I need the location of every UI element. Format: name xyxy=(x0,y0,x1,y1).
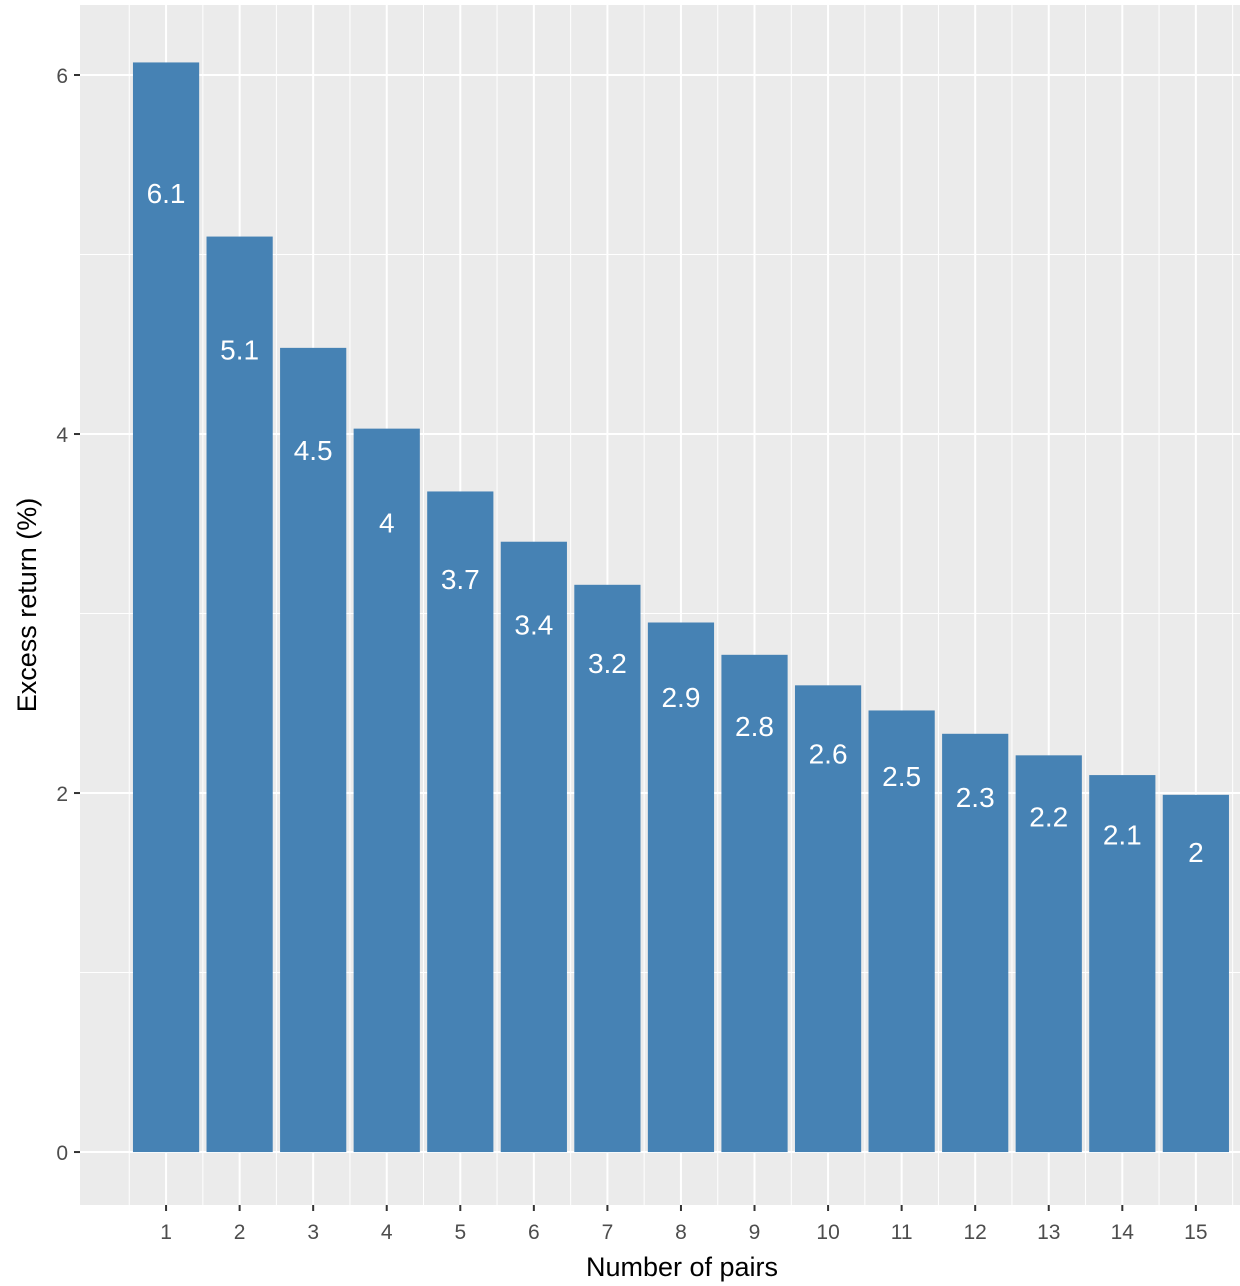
x-tick-label: 14 xyxy=(1111,1221,1135,1244)
bar-2 xyxy=(206,236,273,1153)
bar-10 xyxy=(794,685,862,1153)
data-label-12: 2.3 xyxy=(956,782,995,813)
x-tick-label: 15 xyxy=(1184,1221,1207,1244)
data-label-2: 5.1 xyxy=(220,335,259,366)
y-tick-label: 4 xyxy=(56,424,68,447)
x-tick-label: 5 xyxy=(454,1221,466,1244)
data-label-14: 2.1 xyxy=(1103,819,1142,850)
y-axis-title: Excess return (%) xyxy=(12,498,42,713)
x-tick-label: 7 xyxy=(602,1221,614,1244)
x-axis-title: Number of pairs xyxy=(586,1252,778,1282)
bar-14 xyxy=(1089,775,1156,1153)
bar-12 xyxy=(942,733,1009,1153)
x-tick-label: 11 xyxy=(891,1221,913,1244)
x-tick-label: 9 xyxy=(749,1221,761,1244)
bar-4 xyxy=(353,428,420,1153)
bar-13 xyxy=(1015,755,1082,1153)
data-label-6: 3.4 xyxy=(514,609,553,640)
x-tick-label: 6 xyxy=(528,1221,540,1244)
y-tick-label: 0 xyxy=(56,1142,68,1165)
data-label-4: 4 xyxy=(379,508,395,539)
bars xyxy=(132,62,1229,1153)
y-tick-label: 2 xyxy=(56,783,68,806)
x-tick-label: 12 xyxy=(964,1221,987,1244)
x-tick-label: 3 xyxy=(307,1221,319,1244)
data-label-1: 6.1 xyxy=(147,178,186,209)
bar-8 xyxy=(647,622,715,1153)
x-tick-label: 2 xyxy=(234,1221,246,1244)
x-tick-label: 1 xyxy=(160,1221,172,1244)
x-tick-label: 8 xyxy=(675,1221,687,1244)
data-label-5: 3.7 xyxy=(441,564,480,595)
bar-1 xyxy=(132,62,200,1153)
bar-6 xyxy=(500,541,567,1153)
data-label-3: 4.5 xyxy=(294,435,333,466)
data-label-11: 2.5 xyxy=(882,761,921,792)
data-labels: 6.1 5.1 4.5 4 3.7 3.4 3.2 2.9 2.8 2.6 2.5 2.3 2.2 2.1… xyxy=(147,178,1204,868)
data-label-8: 2.9 xyxy=(661,682,700,713)
data-label-7: 3.2 xyxy=(588,648,627,679)
data-label-13: 2.2 xyxy=(1029,802,1068,833)
data-label-9: 2.8 xyxy=(735,711,774,742)
bar-5 xyxy=(427,491,494,1153)
x-tick-label: 4 xyxy=(381,1221,393,1244)
bar-11 xyxy=(868,710,935,1153)
bar-9 xyxy=(721,654,788,1153)
bar-3 xyxy=(280,347,347,1153)
data-label-10: 2.6 xyxy=(809,739,848,770)
x-tick-label: 13 xyxy=(1037,1221,1060,1244)
bar-7 xyxy=(574,584,641,1153)
bar-15 xyxy=(1162,794,1229,1153)
data-label-15: 2 xyxy=(1188,837,1204,868)
x-tick-label: 10 xyxy=(816,1221,839,1244)
y-tick-label: 6 xyxy=(56,65,68,88)
